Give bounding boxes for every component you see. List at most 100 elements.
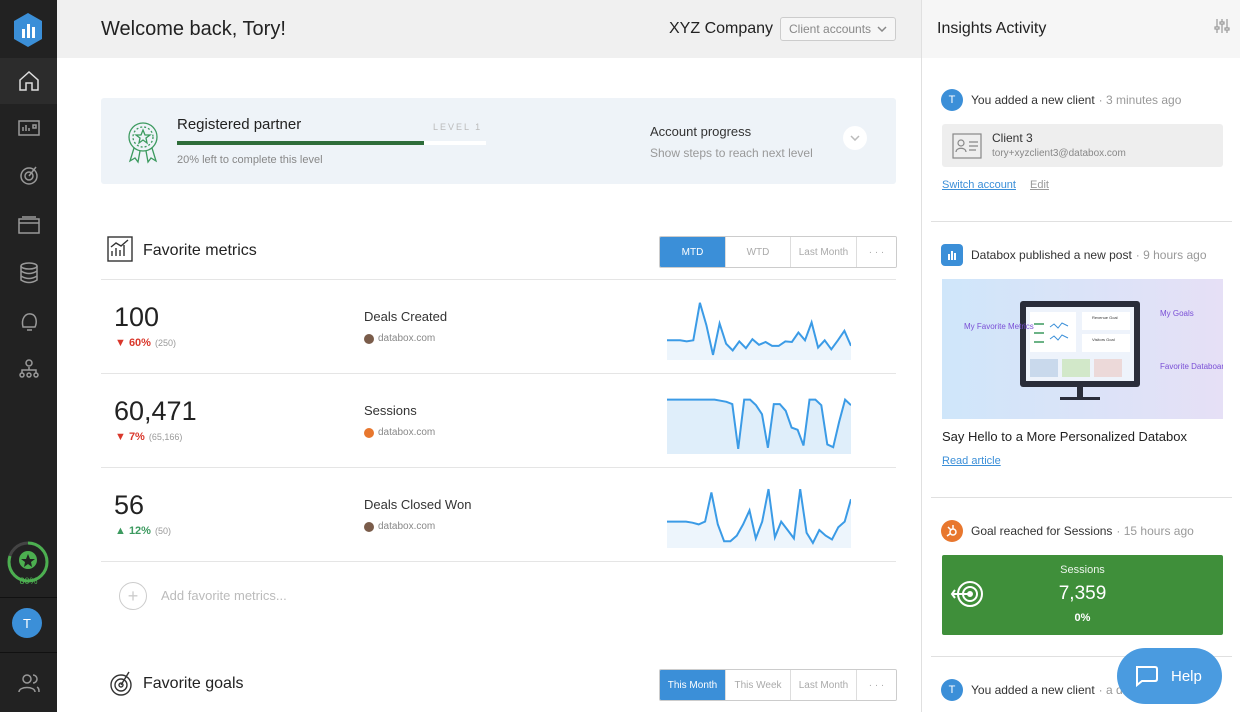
svg-text:Visitors Goal: Visitors Goal bbox=[1092, 337, 1115, 342]
metric-source: databox.com bbox=[364, 521, 435, 532]
metrics-range-selector: MTD WTD Last Month · · · bbox=[659, 236, 897, 268]
goal-reached-card[interactable]: Sessions 7,359 0% bbox=[942, 555, 1223, 635]
metric-source: databox.com bbox=[364, 333, 435, 344]
sparkline-area bbox=[667, 489, 851, 548]
range-last-month[interactable]: Last Month bbox=[791, 670, 857, 700]
hubspot-icon bbox=[364, 427, 374, 438]
sparkline-line bbox=[667, 397, 851, 450]
sparkline-area bbox=[667, 302, 851, 360]
goal-value: 7,359 bbox=[1058, 583, 1107, 604]
client-accounts-dropdown[interactable]: Client accounts bbox=[780, 17, 896, 41]
row-divider bbox=[101, 561, 896, 562]
insights-header: Insights Activity bbox=[922, 0, 1240, 58]
switch-account-link[interactable]: Switch account bbox=[942, 179, 1016, 191]
activity-divider bbox=[931, 656, 1232, 657]
metric-value: 60,471 bbox=[114, 396, 197, 426]
user-avatar[interactable]: T bbox=[12, 608, 42, 638]
team-icon[interactable] bbox=[0, 346, 57, 392]
sidebar-divider bbox=[0, 652, 57, 653]
datasource-icon bbox=[364, 333, 374, 344]
svg-text:My Goals: My Goals bbox=[1160, 309, 1194, 318]
partner-title: Registered partner bbox=[177, 116, 302, 133]
svg-text:My Favorite Metrics: My Favorite Metrics bbox=[964, 322, 1034, 331]
account-users-icon[interactable] bbox=[0, 660, 57, 706]
range-last-month[interactable]: Last Month bbox=[791, 237, 857, 267]
range-more[interactable]: · · · bbox=[857, 670, 896, 700]
metric-row[interactable]: 100 ▼ 60% (250) Deals Created databox.com bbox=[101, 279, 896, 373]
post-preview-image[interactable]: My Favorite Metrics My Goals Favorite Da… bbox=[942, 279, 1232, 419]
user-avatar: T bbox=[941, 679, 963, 701]
favorite-goals-title: Favorite goals bbox=[143, 675, 244, 692]
metric-value: 100 bbox=[114, 302, 160, 332]
range-mtd[interactable]: MTD bbox=[660, 237, 726, 267]
range-this-week[interactable]: This Week bbox=[726, 670, 791, 700]
range-more[interactable]: · · · bbox=[857, 237, 896, 267]
insights-panel: Insights Activity T You added a new clie… bbox=[921, 0, 1240, 712]
activity-item: T You added a new client · 3 minutes ago bbox=[941, 89, 1181, 111]
metric-sparkline bbox=[667, 397, 851, 454]
help-label: Help bbox=[1171, 667, 1202, 685]
filter-settings-icon[interactable] bbox=[1214, 18, 1230, 39]
edit-client-link[interactable]: Edit bbox=[1030, 179, 1049, 191]
read-article-link[interactable]: Read article bbox=[942, 455, 1001, 467]
account-progress-subtitle: Show steps to reach next level bbox=[650, 146, 813, 160]
goal-percent: 0% bbox=[1074, 612, 1091, 624]
account-progress-title: Account progress bbox=[650, 124, 752, 139]
reports-icon[interactable] bbox=[0, 202, 57, 248]
company-name: XYZ Company bbox=[669, 20, 774, 37]
chevron-down-icon bbox=[877, 26, 887, 32]
home-icon[interactable] bbox=[0, 58, 57, 104]
alerts-icon[interactable] bbox=[0, 298, 57, 344]
databox-logo-icon bbox=[941, 244, 963, 266]
user-avatar: T bbox=[941, 89, 963, 111]
metric-row[interactable]: 60,471 ▼ 7% (65,166) Sessions databox.com bbox=[101, 373, 896, 467]
metric-sparkline bbox=[667, 488, 851, 548]
partner-level: LEVEL 1 bbox=[433, 122, 483, 132]
metrics-chart-icon bbox=[107, 236, 133, 267]
hubspot-icon bbox=[941, 520, 963, 542]
goals-icon[interactable] bbox=[0, 152, 57, 198]
add-metric-button[interactable]: + bbox=[119, 582, 147, 610]
metric-source: databox.com bbox=[364, 427, 435, 438]
databoards-icon[interactable] bbox=[0, 105, 57, 151]
metric-name: Deals Closed Won bbox=[364, 497, 472, 512]
activity-divider bbox=[931, 497, 1232, 498]
account-progress-expand-button[interactable] bbox=[843, 126, 867, 150]
metric-delta: ▲ 12% (50) bbox=[115, 525, 171, 537]
metric-sparkline bbox=[667, 302, 851, 360]
help-button[interactable]: Help bbox=[1117, 648, 1222, 704]
sparkline-area bbox=[667, 399, 851, 454]
chevron-down-icon bbox=[850, 135, 860, 141]
activity-divider bbox=[931, 221, 1232, 222]
add-metric-label[interactable]: Add favorite metrics... bbox=[161, 588, 287, 603]
databox-logo-icon[interactable] bbox=[12, 12, 44, 48]
sidebar-divider bbox=[0, 597, 57, 598]
svg-text:Revenue Goal: Revenue Goal bbox=[1092, 315, 1118, 320]
metric-value: 56 bbox=[114, 490, 145, 520]
contact-card-icon bbox=[952, 133, 982, 164]
partner-progress-panel: Registered partner LEVEL 1 20% left to c… bbox=[101, 98, 896, 184]
range-this-month[interactable]: This Month bbox=[660, 670, 726, 700]
activity-item: Goal reached for Sessions · 15 hours ago bbox=[941, 520, 1194, 542]
goal-target-icon bbox=[950, 579, 986, 614]
top-header: Welcome back, Tory! XYZ Company Client a… bbox=[57, 0, 921, 58]
data-manager-icon[interactable] bbox=[0, 250, 57, 296]
chat-bubble-icon bbox=[1136, 666, 1158, 688]
partner-subtitle: 20% left to complete this level bbox=[177, 154, 323, 166]
insights-title: Insights Activity bbox=[937, 20, 1047, 37]
partner-progress-ring[interactable] bbox=[6, 540, 50, 584]
metric-name: Deals Created bbox=[364, 309, 448, 324]
partner-progress-label: 80% bbox=[19, 576, 38, 586]
sparkline-line bbox=[667, 302, 851, 356]
sparkline-line bbox=[667, 488, 851, 545]
range-wtd[interactable]: WTD bbox=[726, 237, 791, 267]
client-name: Client 3 bbox=[992, 131, 1033, 145]
partner-progress-bar bbox=[177, 141, 486, 145]
metric-row[interactable]: 56 ▲ 12% (50) Deals Closed Won databox.co… bbox=[101, 467, 896, 561]
metric-name: Sessions bbox=[364, 403, 417, 418]
welcome-title: Welcome back, Tory! bbox=[101, 18, 286, 40]
partner-progress-fill bbox=[177, 141, 425, 145]
client-accounts-label: Client accounts bbox=[789, 22, 872, 36]
activity-item: T You added a new client · a d bbox=[941, 679, 1123, 701]
client-card[interactable]: Client 3 tory+xyzclient3@databox.com bbox=[942, 124, 1223, 167]
